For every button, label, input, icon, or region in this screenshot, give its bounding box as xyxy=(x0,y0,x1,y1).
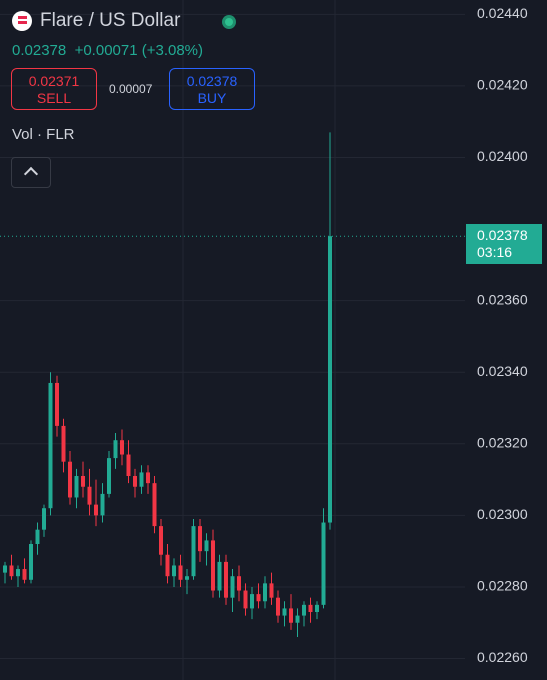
collapse-button[interactable] xyxy=(11,157,51,188)
candle-body xyxy=(269,583,274,598)
candle-body xyxy=(81,476,85,487)
candle-body xyxy=(250,594,254,609)
indicator-label: Vol · FLR xyxy=(12,126,75,143)
candle-body xyxy=(107,458,111,494)
buy-label: BUY xyxy=(197,90,227,106)
candle-body xyxy=(146,472,150,484)
candle-body xyxy=(16,569,20,577)
y-tick-label: 0.02400 xyxy=(477,148,528,164)
y-tick-label: 0.02320 xyxy=(477,434,528,450)
countdown: 03:16 xyxy=(477,244,513,261)
candle-body xyxy=(133,476,137,487)
sell-button[interactable]: 0.02371 SELL xyxy=(11,68,97,110)
candle-body xyxy=(256,594,261,602)
candle-body xyxy=(61,425,66,462)
candle-body xyxy=(165,554,170,577)
change: +0.00071 (+3.08%) xyxy=(74,42,204,59)
candle-body xyxy=(55,382,59,426)
last-price: 0.02378 xyxy=(477,227,528,244)
candle-body xyxy=(224,561,228,598)
candle-body xyxy=(113,440,118,459)
candle-body xyxy=(328,236,332,523)
title-text: Flare / US Dollar xyxy=(40,10,181,31)
candle-body xyxy=(139,472,144,487)
candle-body xyxy=(191,526,196,577)
candle-body xyxy=(321,522,326,605)
candle-body xyxy=(87,486,92,505)
candle-body xyxy=(68,461,72,498)
candle-body xyxy=(289,608,293,623)
candle-body xyxy=(22,569,27,580)
candle-body xyxy=(29,544,33,580)
candle-body xyxy=(308,604,313,612)
candle-body xyxy=(9,565,14,577)
market-status xyxy=(222,15,236,29)
candle-body xyxy=(243,590,248,609)
candle-body xyxy=(217,561,222,591)
y-tick-label: 0.02420 xyxy=(477,77,528,93)
buy-price: 0.02378 xyxy=(186,73,238,89)
y-tick-label: 0.02360 xyxy=(477,291,528,307)
candle-body xyxy=(152,483,157,527)
y-tick-label: 0.02300 xyxy=(477,506,528,522)
candle-body xyxy=(35,529,40,544)
candle-body xyxy=(48,382,53,509)
candle-body xyxy=(211,540,215,591)
candle-body xyxy=(185,576,189,580)
candle-body xyxy=(159,526,163,555)
spread: 0.00007 xyxy=(109,82,153,96)
price-line: 0.02378 +0.00071 (+3.08%) xyxy=(12,42,203,59)
candle-body xyxy=(120,440,124,455)
sell-label: SELL xyxy=(36,90,72,106)
candle-body xyxy=(3,565,7,573)
candle-body xyxy=(282,608,287,616)
candle-body xyxy=(178,565,183,580)
y-tick-label: 0.02340 xyxy=(477,363,528,379)
price: 0.02378 xyxy=(12,42,67,59)
candle-body xyxy=(94,504,98,516)
candle-body xyxy=(276,597,280,616)
symbol-title: Flare / US Dollar xyxy=(12,10,180,32)
buy-button[interactable]: 0.02378 BUY xyxy=(169,68,255,110)
y-tick-label: 0.02280 xyxy=(477,578,528,594)
candle-body xyxy=(230,576,235,598)
candle-body xyxy=(42,508,46,530)
candle-body xyxy=(315,604,319,612)
candle-body xyxy=(295,615,300,623)
y-tick-label: 0.02260 xyxy=(477,649,528,665)
candle-body xyxy=(100,493,105,516)
sell-price: 0.02371 xyxy=(28,73,80,89)
candle-body xyxy=(74,476,79,498)
candle-body xyxy=(198,526,202,552)
logo xyxy=(12,11,32,31)
candle-body xyxy=(126,454,131,476)
candle-body xyxy=(263,583,267,602)
candle-body xyxy=(302,604,306,616)
candle-body xyxy=(204,540,209,552)
candle-body xyxy=(237,576,241,591)
last-price-tag: 0.02378 03:16 xyxy=(466,224,542,265)
y-tick-label: 0.02440 xyxy=(477,5,528,21)
candle-body xyxy=(172,565,176,577)
